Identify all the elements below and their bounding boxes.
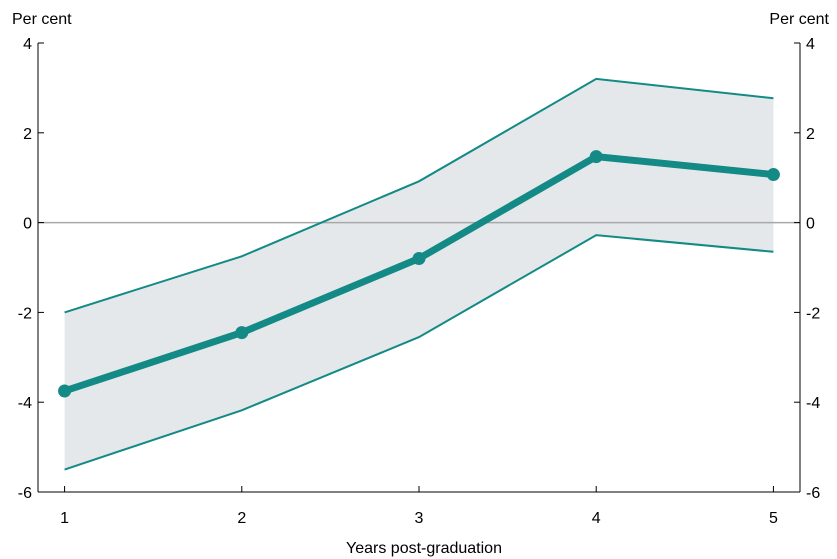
y-tick-label-left: -4 [18, 395, 32, 412]
y-tick-label-right: 2 [806, 126, 815, 143]
y-tick-label-left: 4 [23, 36, 32, 53]
y-axis-label-left: Per cent [12, 11, 72, 28]
y-tick-label-right: -6 [806, 485, 820, 502]
y-tick-label-right: 0 [806, 216, 815, 233]
x-tick-label: 1 [60, 510, 69, 527]
plot-area: 4 4 2 2 0 0 -2 -2 -4 -4 -6 -6 1 2 3 4 5 [18, 36, 821, 527]
data-point-year-1 [58, 384, 72, 398]
x-tick-label: 3 [415, 510, 424, 527]
series-line-upper-bound [64, 77, 774, 314]
data-point-year-5 [766, 168, 780, 182]
y-tick-label-left: 2 [23, 126, 32, 143]
x-tick-label: 4 [592, 510, 601, 527]
y-axis-label-right: Per cent [769, 11, 829, 28]
confidence-band [64, 78, 774, 470]
data-point-year-2 [235, 326, 249, 340]
x-axis-title: Years post-graduation [346, 540, 502, 557]
series-line-lower-bound [64, 234, 774, 471]
y-tick-label-left: 0 [23, 216, 32, 233]
y-tick-label-left: -2 [18, 305, 32, 322]
x-tick-label: 5 [769, 510, 778, 527]
y-tick-label-right: -4 [806, 395, 820, 412]
y-tick-label-right: -2 [806, 305, 820, 322]
x-tick-label: 2 [237, 510, 246, 527]
y-tick-label-left: -6 [18, 485, 32, 502]
y-tick-label-right: 4 [806, 36, 815, 53]
data-point-year-4 [589, 150, 603, 164]
data-point-year-3 [412, 252, 426, 266]
